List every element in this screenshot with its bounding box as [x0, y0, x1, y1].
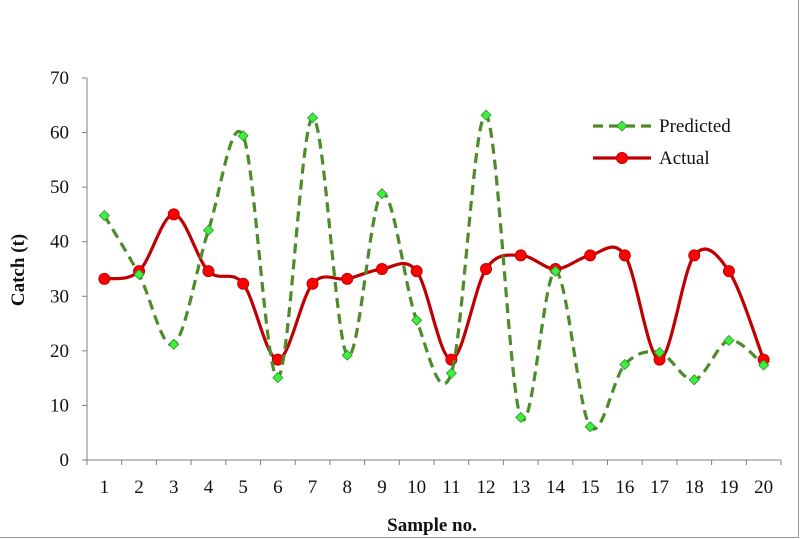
x-tick-label: 7: [308, 477, 318, 498]
series-predicted: [98, 109, 770, 433]
x-tick-label: 1: [100, 477, 110, 498]
series-predicted-point: [237, 130, 249, 142]
series-predicted-point: [653, 346, 666, 359]
series-predicted-point: [306, 112, 319, 124]
series-predicted-point: [688, 374, 700, 386]
x-tick-label: 20: [754, 477, 773, 498]
series-actual-point: [722, 265, 735, 278]
series-predicted-point: [584, 421, 596, 433]
series-predicted-point: [168, 338, 180, 350]
series-predicted-point: [515, 411, 527, 423]
series-actual-point: [237, 277, 250, 290]
y-tick-label: 30: [50, 286, 69, 307]
legend: Predicted Actual: [593, 116, 731, 169]
x-tick-label: 17: [650, 477, 669, 498]
series-predicted-point: [411, 314, 423, 326]
series-actual-point: [480, 263, 493, 275]
x-tick-label: 18: [685, 477, 704, 498]
x-tick-label: 10: [407, 477, 426, 498]
series-layer: [98, 109, 770, 433]
series-actual-point: [167, 208, 180, 221]
series-predicted-point: [98, 209, 110, 222]
y-tick-label: 40: [50, 232, 69, 253]
x-tick-label: 4: [204, 477, 214, 498]
series-predicted-point: [341, 349, 353, 361]
series-actual-point: [688, 249, 701, 262]
y-tick-label: 0: [60, 450, 70, 471]
x-tick-label: 11: [442, 477, 460, 498]
x-tick-label: 12: [477, 477, 496, 498]
y-axis-title: Catch (t): [8, 234, 29, 306]
legend-actual-label: Actual: [659, 148, 710, 169]
y-tick-label: 70: [50, 68, 69, 89]
x-tick-label: 6: [273, 477, 283, 498]
legend-item-actual: Actual: [593, 148, 710, 169]
series-predicted-point: [202, 224, 215, 236]
legend-predicted-marker: [616, 120, 628, 132]
series-actual: [98, 208, 770, 366]
x-tick-label: 14: [546, 477, 566, 498]
series-actual-point: [618, 249, 631, 262]
series-predicted-point: [376, 188, 388, 200]
series-actual-line: [104, 212, 766, 362]
series-predicted-point: [133, 268, 145, 281]
series-actual-point: [341, 272, 354, 285]
series-predicted-point: [480, 109, 492, 121]
y-tick-label: 20: [50, 341, 69, 362]
series-predicted-point: [272, 372, 284, 384]
x-tick-label: 8: [343, 477, 353, 498]
y-tick-label: 60: [50, 123, 69, 144]
legend-item-predicted: Predicted: [593, 116, 731, 137]
series-actual-point: [306, 277, 319, 290]
x-tick-label: 16: [615, 477, 634, 498]
series-actual-point: [375, 263, 388, 275]
series-actual-point: [584, 249, 597, 262]
series-predicted-point: [723, 334, 735, 347]
legend-actual-marker: [616, 152, 628, 164]
series-predicted-point: [445, 367, 457, 379]
series-actual-point: [514, 249, 527, 262]
series-actual-point: [410, 265, 423, 278]
series-predicted-point: [549, 265, 562, 277]
series-predicted-point: [758, 359, 770, 371]
series-actual-point: [98, 272, 111, 285]
x-tick-label: 5: [238, 477, 248, 498]
x-tick-label: 15: [581, 477, 600, 498]
y-tick-label: 50: [50, 177, 69, 198]
x-tick-label: 9: [377, 477, 387, 498]
x-tick-label: 19: [719, 477, 738, 498]
series-predicted-point: [619, 358, 631, 371]
x-tick-label: 3: [169, 477, 179, 498]
series-actual-point: [202, 265, 215, 278]
y-tick-label: 10: [50, 395, 69, 416]
x-axis-title: Sample no.: [387, 515, 477, 536]
legend-predicted-label: Predicted: [659, 116, 731, 137]
x-tick-label: 2: [134, 477, 144, 498]
x-tick-label: 13: [511, 477, 530, 498]
